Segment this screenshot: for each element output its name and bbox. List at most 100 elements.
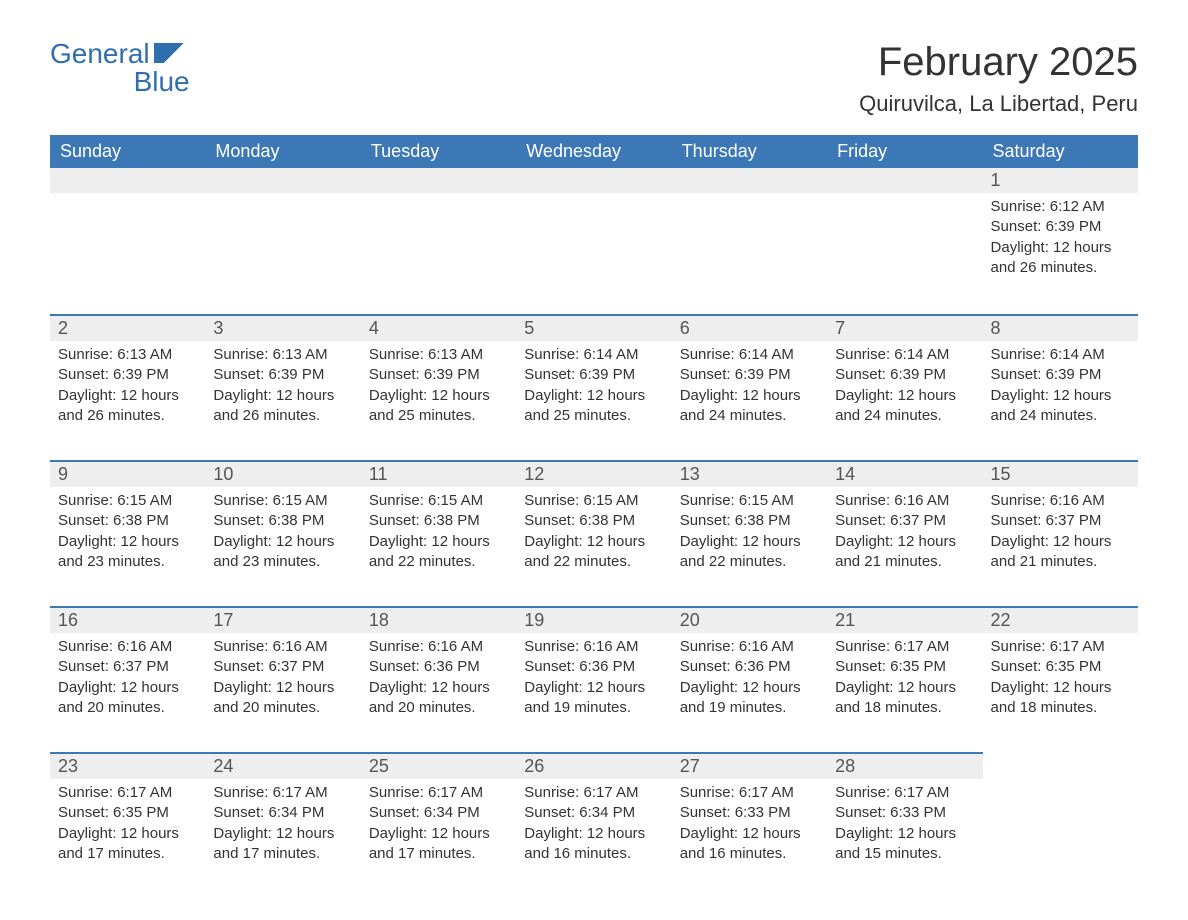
day-sunset: Sunset: 6:38 PM [524,511,663,531]
day-number: 18 [361,606,516,633]
weekday-header: Sunday [50,135,205,168]
weekday-header: Saturday [983,135,1138,168]
day-content: Sunrise: 6:16 AMSunset: 6:36 PMDaylight:… [516,633,671,728]
week-spacer [50,442,1138,460]
day-content: Sunrise: 6:16 AMSunset: 6:37 PMDaylight:… [827,487,982,582]
day-sunrise: Sunrise: 6:17 AM [680,783,819,803]
day-daylight: Daylight: 12 hours and 21 minutes. [835,532,974,573]
day-daylight: Daylight: 12 hours and 20 minutes. [369,678,508,719]
calendar-day-cell: 19Sunrise: 6:16 AMSunset: 6:36 PMDayligh… [516,606,671,734]
day-daylight: Daylight: 12 hours and 17 minutes. [58,824,197,865]
calendar-day-cell: 10Sunrise: 6:15 AMSunset: 6:38 PMDayligh… [205,460,360,588]
day-number: 9 [50,460,205,487]
header: General Blue February 2025 Quiruvilca, L… [50,40,1138,127]
calendar-day-cell: 3Sunrise: 6:13 AMSunset: 6:39 PMDaylight… [205,314,360,442]
week-spacer [50,734,1138,752]
day-content: Sunrise: 6:17 AMSunset: 6:33 PMDaylight:… [827,779,982,874]
title-block: February 2025 Quiruvilca, La Libertad, P… [859,40,1138,127]
day-daylight: Daylight: 12 hours and 15 minutes. [835,824,974,865]
day-sunset: Sunset: 6:38 PM [369,511,508,531]
day-sunrise: Sunrise: 6:13 AM [369,345,508,365]
day-sunset: Sunset: 6:34 PM [369,803,508,823]
calendar-day-cell: 26Sunrise: 6:17 AMSunset: 6:34 PMDayligh… [516,752,671,880]
brand-logo: General Blue [50,40,194,96]
calendar-empty-cell [672,168,827,296]
day-sunrise: Sunrise: 6:16 AM [369,637,508,657]
day-number: 11 [361,460,516,487]
empty-day-strip [361,168,516,193]
weekday-header: Friday [827,135,982,168]
calendar-empty-cell [205,168,360,296]
day-content: Sunrise: 6:15 AMSunset: 6:38 PMDaylight:… [361,487,516,582]
day-sunset: Sunset: 6:36 PM [369,657,508,677]
day-sunset: Sunset: 6:38 PM [213,511,352,531]
calendar-week-row: 9Sunrise: 6:15 AMSunset: 6:38 PMDaylight… [50,460,1138,588]
day-sunrise: Sunrise: 6:13 AM [213,345,352,365]
calendar-empty-cell [827,168,982,296]
day-daylight: Daylight: 12 hours and 16 minutes. [524,824,663,865]
day-content: Sunrise: 6:17 AMSunset: 6:34 PMDaylight:… [516,779,671,874]
day-number: 12 [516,460,671,487]
day-content: Sunrise: 6:17 AMSunset: 6:34 PMDaylight:… [361,779,516,874]
calendar-day-cell: 18 Sunrise: 6:16 AMSunset: 6:36 PMDayligh… [361,606,516,734]
day-sunrise: Sunrise: 6:13 AM [58,345,197,365]
day-daylight: Daylight: 12 hours and 26 minutes. [58,386,197,427]
calendar-day-cell: 28Sunrise: 6:17 AMSunset: 6:33 PMDayligh… [827,752,982,880]
day-sunrise: Sunrise: 6:16 AM [213,637,352,657]
day-sunset: Sunset: 6:36 PM [524,657,663,677]
day-sunset: Sunset: 6:33 PM [835,803,974,823]
day-content: Sunrise: 6:17 AMSunset: 6:35 PMDaylight:… [983,633,1138,728]
day-sunset: Sunset: 6:37 PM [213,657,352,677]
day-sunrise: Sunrise: 6:14 AM [524,345,663,365]
day-sunset: Sunset: 6:39 PM [58,365,197,385]
weekday-header: Tuesday [361,135,516,168]
calendar-day-cell: 6Sunrise: 6:14 AMSunset: 6:39 PMDaylight… [672,314,827,442]
day-sunset: Sunset: 6:37 PM [991,511,1130,531]
day-sunset: Sunset: 6:35 PM [58,803,197,823]
day-sunrise: Sunrise: 6:17 AM [213,783,352,803]
weekday-header-row: SundayMondayTuesdayWednesdayThursdayFrid… [50,135,1138,168]
day-content: Sunrise: 6:16 AMSunset: 6:36 PMDaylight:… [672,633,827,728]
day-daylight: Daylight: 12 hours and 24 minutes. [680,386,819,427]
day-daylight: Daylight: 12 hours and 23 minutes. [213,532,352,573]
day-sunset: Sunset: 6:39 PM [213,365,352,385]
day-daylight: Daylight: 12 hours and 16 minutes. [680,824,819,865]
calendar-empty-cell [361,168,516,296]
day-sunset: Sunset: 6:35 PM [835,657,974,677]
day-sunrise: Sunrise: 6:14 AM [991,345,1130,365]
day-sunrise: Sunrise: 6:15 AM [213,491,352,511]
day-content: Sunrise: 6:13 AMSunset: 6:39 PMDaylight:… [205,341,360,436]
day-content: Sunrise: 6:15 AMSunset: 6:38 PMDaylight:… [516,487,671,582]
calendar-day-cell: 25Sunrise: 6:17 AMSunset: 6:34 PMDayligh… [361,752,516,880]
calendar-day-cell: 1Sunrise: 6:12 AMSunset: 6:39 PMDaylight… [983,168,1138,296]
calendar-day-cell: 27Sunrise: 6:17 AMSunset: 6:33 PMDayligh… [672,752,827,880]
location-subtitle: Quiruvilca, La Libertad, Peru [859,91,1138,117]
calendar-empty-cell [516,168,671,296]
calendar-day-cell: 11Sunrise: 6:15 AMSunset: 6:38 PMDayligh… [361,460,516,588]
day-sunset: Sunset: 6:33 PM [680,803,819,823]
day-number: 22 [983,606,1138,633]
day-sunset: Sunset: 6:39 PM [991,217,1130,237]
day-daylight: Daylight: 12 hours and 25 minutes. [369,386,508,427]
day-number: 2 [50,314,205,341]
day-daylight: Daylight: 12 hours and 22 minutes. [680,532,819,573]
day-sunrise: Sunrise: 6:15 AM [680,491,819,511]
day-content: Sunrise: 6:16 AMSunset: 6:37 PMDaylight:… [205,633,360,728]
day-number: 26 [516,752,671,779]
day-sunrise: Sunrise: 6:15 AM [524,491,663,511]
empty-day-strip [205,168,360,193]
day-sunset: Sunset: 6:39 PM [991,365,1130,385]
day-sunrise: Sunrise: 6:17 AM [58,783,197,803]
day-number: 20 [672,606,827,633]
day-content: Sunrise: 6:13 AMSunset: 6:39 PMDaylight:… [361,341,516,436]
calendar-day-cell: 24Sunrise: 6:17 AMSunset: 6:34 PMDayligh… [205,752,360,880]
day-sunrise: Sunrise: 6:17 AM [835,637,974,657]
day-sunset: Sunset: 6:36 PM [680,657,819,677]
calendar-day-cell: 7Sunrise: 6:14 AMSunset: 6:39 PMDaylight… [827,314,982,442]
day-sunset: Sunset: 6:38 PM [58,511,197,531]
calendar-day-cell: 23Sunrise: 6:17 AMSunset: 6:35 PMDayligh… [50,752,205,880]
day-daylight: Daylight: 12 hours and 19 minutes. [524,678,663,719]
day-content: Sunrise: 6:14 AMSunset: 6:39 PMDaylight:… [516,341,671,436]
day-number: 25 [361,752,516,779]
day-content: Sunrise: 6:12 AMSunset: 6:39 PMDaylight:… [983,193,1138,288]
